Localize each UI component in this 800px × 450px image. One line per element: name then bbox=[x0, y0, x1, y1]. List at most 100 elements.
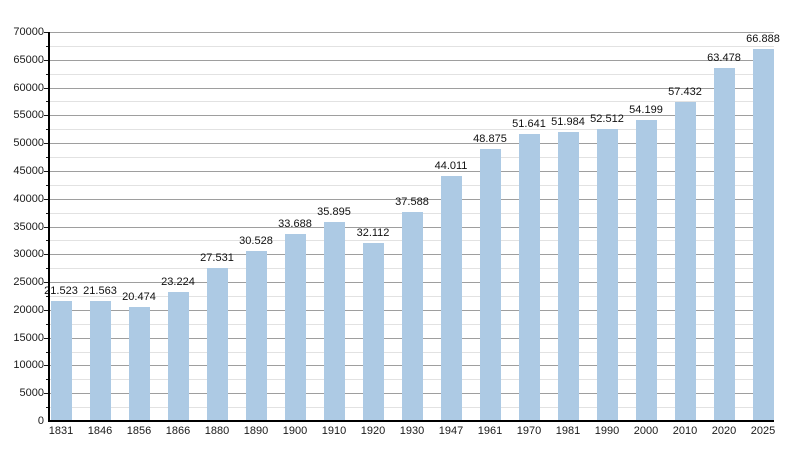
bar-value-label: 27.531 bbox=[200, 252, 234, 264]
y-axis-tick-label: 10000 bbox=[13, 359, 44, 371]
bar-value-label: 32.112 bbox=[356, 227, 390, 239]
x-axis-tick-label: 2010 bbox=[672, 425, 698, 437]
x-axis-tick-label: 1961 bbox=[477, 425, 503, 437]
y-axis-tick-label: 25000 bbox=[13, 276, 44, 288]
x-axis-tick-label: 1846 bbox=[87, 425, 113, 437]
y-axis-tick-label: 35000 bbox=[13, 221, 44, 233]
y-axis-major-tick bbox=[44, 32, 50, 33]
bar-value-label: 20.474 bbox=[122, 291, 156, 303]
bar bbox=[713, 68, 735, 421]
y-axis-tick-label: 65000 bbox=[13, 54, 44, 66]
x-axis-tick-label: 1866 bbox=[165, 425, 191, 437]
y-axis-major-tick bbox=[44, 115, 50, 116]
y-axis-major-tick bbox=[44, 227, 50, 228]
y-axis-tick-label: 60000 bbox=[13, 82, 44, 94]
y-axis-major-tick bbox=[44, 254, 50, 255]
bar-value-label: 51.984 bbox=[551, 116, 585, 128]
y-axis-tick-label: 30000 bbox=[13, 248, 44, 260]
y-axis-major-tick bbox=[44, 199, 50, 200]
y-axis-major-tick bbox=[44, 60, 50, 61]
bar bbox=[635, 120, 657, 421]
bar-value-label: 66.888 bbox=[746, 33, 780, 45]
gridline-major bbox=[50, 32, 774, 33]
bar bbox=[167, 292, 189, 421]
bar-value-label: 44.011 bbox=[434, 160, 468, 172]
x-axis-tick-label: 1970 bbox=[516, 425, 542, 437]
x-axis-line bbox=[48, 420, 774, 422]
gridline-major bbox=[50, 115, 774, 116]
bar-value-label: 30.528 bbox=[239, 235, 273, 247]
gridline-minor bbox=[50, 101, 774, 102]
gridline-major bbox=[50, 171, 774, 172]
bar-value-label: 35.895 bbox=[317, 206, 351, 218]
bar bbox=[440, 176, 462, 421]
y-axis-tick-label: 0 bbox=[37, 415, 44, 427]
bar-value-label: 57.432 bbox=[668, 86, 702, 98]
bar bbox=[206, 268, 228, 421]
gridline-minor bbox=[50, 46, 774, 47]
y-axis-major-tick bbox=[44, 365, 50, 366]
bar bbox=[50, 301, 72, 421]
bar bbox=[89, 301, 111, 421]
y-axis-tick-label: 55000 bbox=[13, 109, 44, 121]
bar bbox=[401, 212, 423, 421]
bar bbox=[284, 234, 306, 421]
bar-value-label: 52.512 bbox=[590, 113, 624, 125]
bar bbox=[479, 149, 501, 421]
gridline-minor bbox=[50, 185, 774, 186]
bar-value-label: 23.224 bbox=[161, 276, 195, 288]
bar bbox=[323, 222, 345, 421]
bar-value-label: 48.875 bbox=[473, 133, 507, 145]
bar bbox=[752, 49, 774, 421]
x-axis-tick-label: 2025 bbox=[750, 425, 776, 437]
x-axis-tick-label: 1930 bbox=[399, 425, 425, 437]
y-axis-major-tick bbox=[44, 143, 50, 144]
gridline-major bbox=[50, 60, 774, 61]
y-axis-tick-label: 5000 bbox=[19, 387, 44, 399]
bar bbox=[557, 132, 579, 421]
x-axis-tick-label: 1910 bbox=[321, 425, 347, 437]
bar-value-label: 21.563 bbox=[83, 285, 117, 297]
x-axis-tick-label: 1900 bbox=[282, 425, 308, 437]
x-axis-tick-label: 1947 bbox=[438, 425, 464, 437]
bar-value-label: 51.641 bbox=[512, 118, 546, 130]
gridline-minor bbox=[50, 74, 774, 75]
bar bbox=[128, 307, 150, 421]
y-axis-tick-label: 40000 bbox=[13, 193, 44, 205]
y-axis-tick-label: 15000 bbox=[13, 332, 44, 344]
x-axis-tick-label: 1920 bbox=[360, 425, 386, 437]
x-axis-tick-label: 1981 bbox=[555, 425, 581, 437]
x-axis-tick-label: 1990 bbox=[594, 425, 620, 437]
x-axis-tick-label: 1831 bbox=[48, 425, 74, 437]
bar-value-label: 33.688 bbox=[278, 218, 312, 230]
y-axis-major-tick bbox=[44, 282, 50, 283]
y-axis-major-tick bbox=[44, 88, 50, 89]
y-axis-tick-label: 70000 bbox=[13, 26, 44, 38]
x-axis-tick-label: 2020 bbox=[711, 425, 737, 437]
gridline-minor bbox=[50, 157, 774, 158]
bar-value-label: 63.478 bbox=[707, 52, 741, 64]
bar bbox=[245, 251, 267, 421]
x-axis-tick-label: 1880 bbox=[204, 425, 230, 437]
gridline-major bbox=[50, 143, 774, 144]
gridline-major bbox=[50, 88, 774, 89]
x-axis-tick-label: 1890 bbox=[243, 425, 269, 437]
y-axis-major-tick bbox=[44, 393, 50, 394]
bar-value-label: 54.199 bbox=[629, 104, 663, 116]
gridline-major bbox=[50, 199, 774, 200]
bar-value-label: 37.588 bbox=[395, 196, 429, 208]
bar bbox=[518, 134, 540, 421]
bar bbox=[596, 129, 618, 421]
y-axis-tick-label: 45000 bbox=[13, 165, 44, 177]
y-axis-major-tick bbox=[44, 338, 50, 339]
x-axis-tick-label: 2000 bbox=[633, 425, 659, 437]
bar-value-label: 21.523 bbox=[44, 285, 78, 297]
y-axis-major-tick bbox=[44, 310, 50, 311]
y-axis-tick-label: 50000 bbox=[13, 137, 44, 149]
bar bbox=[674, 102, 696, 421]
y-axis-major-tick bbox=[44, 171, 50, 172]
bar bbox=[362, 243, 384, 421]
y-axis-line bbox=[48, 32, 50, 422]
gridline-minor bbox=[50, 129, 774, 130]
